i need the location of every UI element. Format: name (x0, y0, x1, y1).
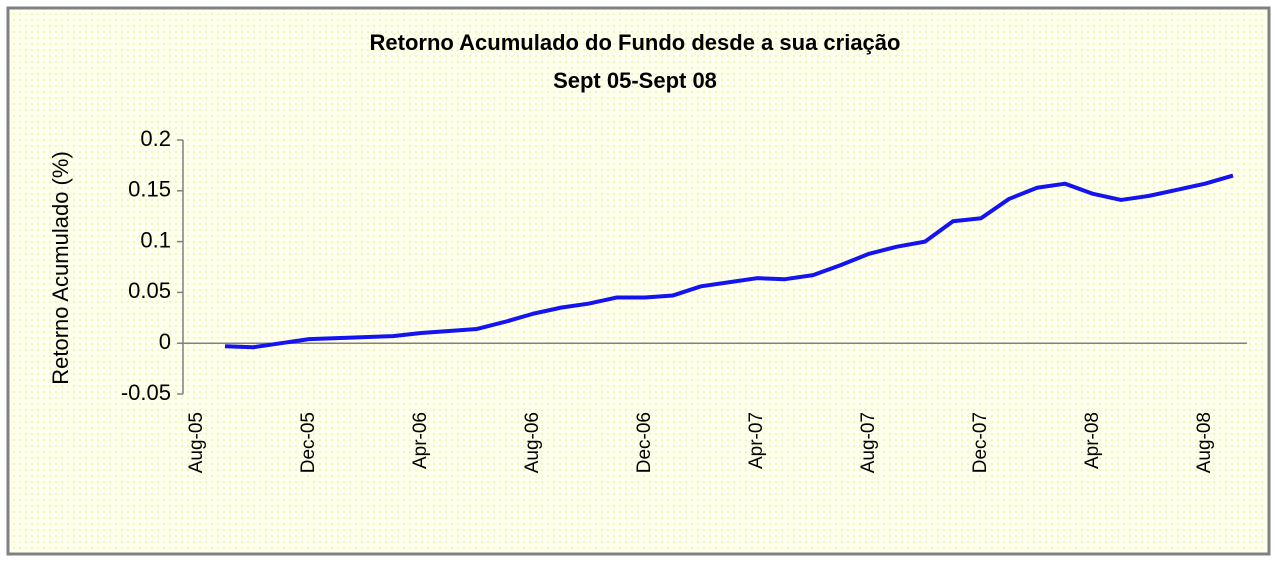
line-series (224, 173, 1234, 350)
y-tick-label: 0.1 (140, 227, 171, 252)
x-tick-label: Dec-07 (970, 412, 991, 473)
x-tick-label: Aug-07 (858, 412, 879, 473)
x-tick-label: Apr-06 (410, 412, 431, 469)
x-tick-label: Apr-08 (1082, 412, 1103, 469)
y-tick-label: -0.05 (121, 380, 171, 405)
y-axis-label: Retorno Acumulado (%) (48, 151, 73, 385)
chart-area (6, 6, 1271, 556)
x-tick-label: Apr-07 (746, 412, 767, 469)
x-tick-label: Aug-08 (1194, 412, 1215, 473)
y-tick-label: 0.2 (140, 126, 171, 151)
x-tick-label: Dec-06 (634, 412, 655, 473)
x-tick-label: Aug-06 (522, 412, 543, 473)
y-tick-label: 0.05 (128, 278, 171, 303)
x-tick-label: Dec-05 (298, 412, 319, 473)
x-tick-label: Aug-05 (186, 412, 207, 473)
y-tick-label: 0.15 (128, 177, 171, 202)
chart-title: Retorno Acumulado do Fundo desde a sua c… (370, 30, 901, 55)
y-tick-label: 0 (159, 329, 171, 354)
chart-subtitle: Sept 05-Sept 08 (553, 68, 717, 93)
